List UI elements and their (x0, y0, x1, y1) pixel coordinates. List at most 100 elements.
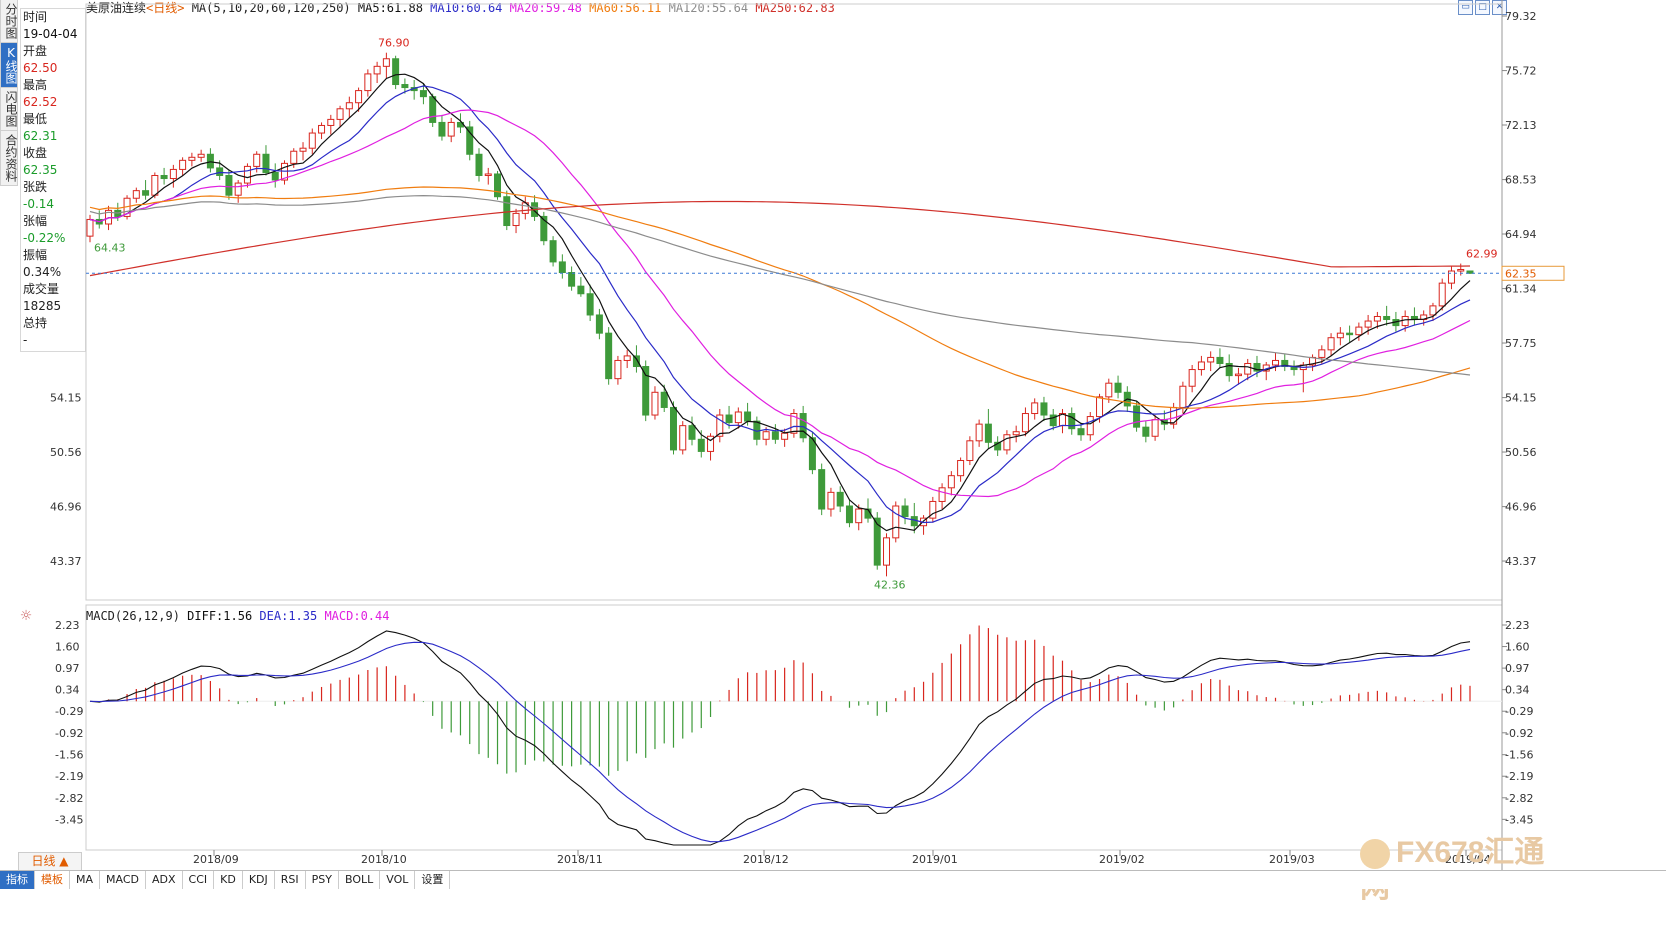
tab-adx[interactable]: ADX (146, 871, 183, 889)
candle-body (206, 153, 214, 169)
candle-body (512, 212, 520, 227)
tab-settings[interactable]: 设置 (415, 871, 451, 889)
candle-body (364, 73, 372, 92)
high-annotation: 76.90 (378, 37, 410, 50)
candle-body (225, 174, 233, 196)
x-tick-label: 2018/10 (361, 853, 407, 866)
macd-left-tick-label: 2.23 (55, 619, 80, 632)
candle-body (216, 167, 224, 176)
candle-body (614, 359, 622, 380)
candle-body (234, 182, 242, 196)
candle-body (873, 517, 881, 566)
candle-body (503, 196, 511, 227)
candle-body (253, 153, 261, 167)
candle-body (1086, 416, 1094, 436)
candle-body (892, 505, 900, 539)
candle-body (429, 96, 437, 123)
candle-body (1142, 426, 1150, 437)
candle-body (262, 153, 270, 173)
last-price-label: 62.35 (1505, 267, 1537, 280)
candle-body (540, 215, 548, 242)
macd-left-tick-label: -1.56 (55, 749, 83, 762)
candle-body (799, 413, 807, 439)
candle-body (1105, 382, 1113, 398)
kline-left-tick-label: 46.96 (50, 501, 82, 514)
candle-body (605, 332, 613, 380)
macd-left-tick-label: -0.29 (55, 705, 83, 718)
candle-body (734, 411, 742, 424)
candle-body (1457, 268, 1465, 272)
tab-vol[interactable]: VOL (380, 871, 416, 889)
tab-macd[interactable]: MACD (100, 871, 146, 889)
x-tick-label: 2019/02 (1099, 853, 1145, 866)
tab-cci[interactable]: CCI (183, 871, 215, 889)
high-label: 最高 (23, 78, 48, 92)
logo-icon (1360, 839, 1390, 870)
candle-body (947, 475, 955, 489)
candle-body (336, 108, 344, 120)
candle-body (382, 58, 390, 67)
candle-body (1438, 282, 1446, 307)
candle-body (160, 174, 168, 180)
kline-y-tick-label: 61.34 (1505, 283, 1537, 296)
volume-value: 18285 (23, 299, 62, 313)
tab-psy[interactable]: PSY (306, 871, 339, 889)
tab-kd[interactable]: KD (214, 871, 243, 889)
kline-y-tick-label: 50.56 (1505, 446, 1537, 459)
candle-body (586, 293, 594, 316)
period-select[interactable]: 日线 ▲ (18, 852, 82, 871)
last-high-annotation: 62.99 (1466, 248, 1498, 261)
candle-body (1179, 385, 1187, 408)
candle-body (827, 491, 835, 510)
candle-body (688, 425, 696, 440)
candle-body (966, 440, 974, 462)
amplitude-value: 0.34% (23, 265, 62, 279)
candle-body (679, 425, 687, 451)
tab-kline[interactable]: K线图 (0, 43, 18, 88)
tab-boll[interactable]: BOLL (339, 871, 381, 889)
candle-body (1383, 315, 1391, 321)
settings-sun-icon[interactable]: ☼ (19, 608, 33, 624)
change-pct-label: 张幅 (23, 214, 48, 228)
candle-body (771, 431, 779, 440)
tab-contract-info[interactable]: 合约资料 (0, 131, 18, 186)
candle-body (1068, 413, 1076, 430)
candle-body (1151, 419, 1159, 437)
ma60-line (89, 186, 1471, 409)
macd-y-tick-label: -3.45 (1505, 813, 1533, 826)
kline-y-tick-label: 72.13 (1505, 119, 1537, 132)
candle-body (568, 272, 576, 287)
candle-body (475, 153, 483, 176)
candle-body (790, 413, 798, 434)
tab-ma[interactable]: MA (70, 871, 101, 889)
kline-panel-frame (85, 3, 1503, 601)
macd-left-tick-label: 0.34 (55, 684, 80, 697)
candle-body (86, 218, 94, 237)
tab-indicators[interactable]: 指标 (0, 871, 35, 889)
candle-body (299, 147, 307, 152)
candle-body (1355, 326, 1363, 336)
x-tick-label: 2019/03 (1269, 853, 1315, 866)
candle-body (355, 90, 363, 104)
candle-body (1049, 414, 1057, 427)
low-value: 62.31 (23, 129, 58, 143)
tab-rsi[interactable]: RSI (275, 871, 306, 889)
candle-body (697, 438, 705, 452)
chart-canvas[interactable]: 79.32 75.72 72.13 68.53 64.94 61.34 57.75 54.15… (0, 0, 1666, 870)
kline-y-tick-label: 57.75 (1505, 337, 1537, 350)
watermark-logo: FX678汇通网 (1360, 835, 1560, 904)
last-price-box (1501, 265, 1565, 281)
tab-flash[interactable]: 闪电图 (0, 88, 18, 131)
candle-body (660, 391, 668, 408)
candle-body (345, 102, 353, 110)
candle-body (1003, 434, 1011, 451)
candle-body (818, 469, 826, 510)
low-annotation: 42.36 (874, 578, 906, 591)
time-label: 时间 (23, 10, 48, 24)
tab-kdj[interactable]: KDJ (243, 871, 275, 889)
candle-body (1031, 402, 1039, 415)
kline-left-tick-label: 50.56 (50, 446, 82, 459)
tab-templates[interactable]: 模板 (35, 871, 70, 889)
tab-timeshare[interactable]: 分时图 (0, 0, 18, 43)
candle-body (883, 537, 891, 566)
